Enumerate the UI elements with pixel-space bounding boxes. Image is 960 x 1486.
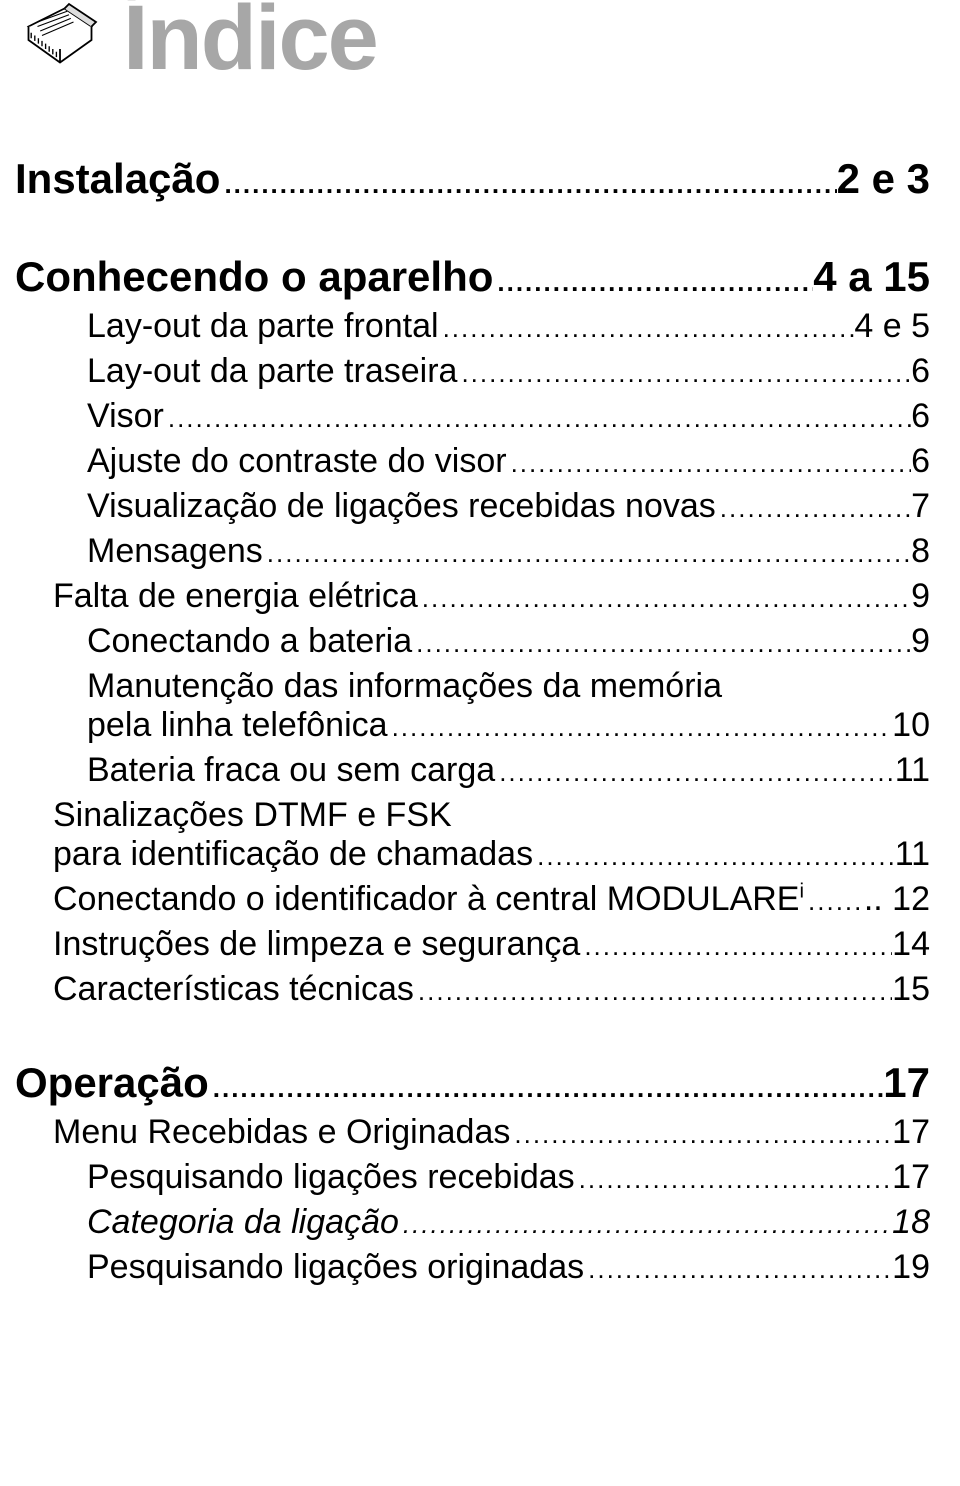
toc-page: 10 xyxy=(892,706,930,745)
toc-label: Instalação xyxy=(15,155,220,203)
toc-page: 7 xyxy=(911,487,930,526)
toc-label: Mensagens xyxy=(87,532,263,571)
toc-page: 17 xyxy=(892,1158,930,1197)
toc-leader-dots xyxy=(575,1164,893,1195)
toc-page: 18 xyxy=(892,1203,930,1242)
toc-page: 6 xyxy=(911,442,930,481)
toc-row: Lay-out da parte frontal 4 e 5 xyxy=(15,307,930,346)
toc-row: Lay-out da parte traseira 6 xyxy=(15,352,930,391)
toc-page: 6 xyxy=(911,397,930,436)
toc-row: Características técnicas 15 xyxy=(15,970,930,1009)
toc-leader-dots xyxy=(804,886,864,917)
toc-row: Menu Recebidas e Originadas 17 xyxy=(15,1113,930,1152)
toc-label: Lay-out da parte traseira xyxy=(87,352,457,391)
toc-leader-dots xyxy=(716,493,911,524)
toc-page: 6 xyxy=(911,352,930,391)
toc-label: Características técnicas xyxy=(53,970,414,1009)
toc-page: 8 xyxy=(911,532,930,571)
toc-row: Visualização de ligações recebidas novas… xyxy=(15,487,930,526)
toc-label: Pesquisando ligações originadas xyxy=(87,1248,584,1287)
toc-leader-dots xyxy=(533,841,895,872)
toc-page: 11 xyxy=(895,751,930,790)
toc-label-line1: Sinalizações DTMF e FSK xyxy=(15,796,930,835)
toc-label: Visualização de ligações recebidas novas xyxy=(87,487,716,526)
toc-page: .. 12 xyxy=(864,880,930,919)
toc-row: Instruções de limpeza e segurança 14 xyxy=(15,925,930,964)
toc-row: Categoria da ligação 18 xyxy=(15,1203,930,1242)
toc-label: Ajuste do contraste do visor xyxy=(87,442,507,481)
toc-row: Mensagens 8 xyxy=(15,532,930,571)
toc-row: para identificação de chamadas 11 xyxy=(15,835,930,874)
toc-leader-dots xyxy=(584,1254,892,1285)
page-header: Índice xyxy=(0,0,960,85)
toc-page: 4 e 5 xyxy=(854,307,930,346)
toc-page: 11 xyxy=(895,835,930,874)
toc-row: pela linha telefônica 10 xyxy=(15,706,930,745)
toc-label: Operação xyxy=(15,1059,209,1107)
toc-page: 14 xyxy=(892,925,930,964)
toc-row: Pesquisando ligações originadas 19 xyxy=(15,1248,930,1287)
toc-leader-dots xyxy=(507,448,912,479)
toc-leader-dots xyxy=(388,712,893,743)
toc-page: 2 e 3 xyxy=(837,155,930,203)
toc-row: Ajuste do contraste do visor 6 xyxy=(15,442,930,481)
page-title: Índice xyxy=(123,0,377,84)
toc-label: Lay-out da parte frontal xyxy=(87,307,439,346)
toc-label-line1: Manutenção das informações da memória xyxy=(15,667,930,706)
toc-row: Pesquisando ligações recebidas 17 xyxy=(15,1158,930,1197)
toc-row: Conectando o identificador à central MOD… xyxy=(15,880,930,919)
toc-leader-dots xyxy=(493,267,813,298)
toc-label: Instruções de limpeza e segurança xyxy=(53,925,580,964)
toc-label: Pesquisando ligações recebidas xyxy=(87,1158,575,1197)
toc-label: Conectando a bateria xyxy=(87,622,412,661)
toc-label: Categoria da ligação xyxy=(87,1203,399,1242)
toc-leader-dots xyxy=(209,1073,884,1104)
toc-row: Conectando a bateria 9 xyxy=(15,622,930,661)
toc-row: Bateria fraca ou sem carga 11 xyxy=(15,751,930,790)
toc-row: Operação 17 xyxy=(15,1059,930,1107)
toc-row: Visor 6 xyxy=(15,397,930,436)
toc-label: para identificação de chamadas xyxy=(53,835,533,874)
toc-leader-dots xyxy=(580,931,892,962)
book-icon xyxy=(15,0,105,85)
toc-leader-dots xyxy=(457,358,911,389)
toc-leader-dots xyxy=(399,1209,892,1240)
toc-content: Instalação 2 e 3 Conhecendo o aparelho 4 a … xyxy=(0,155,960,1287)
toc-label: Conectando o identificador à central MOD… xyxy=(53,880,804,919)
toc-label: Visor xyxy=(87,397,164,436)
toc-row: Conhecendo o aparelho 4 a 15 xyxy=(15,253,930,301)
toc-leader-dots xyxy=(510,1119,892,1150)
toc-page: 4 a 15 xyxy=(813,253,930,301)
toc-label: Falta de energia elétrica xyxy=(53,577,418,616)
toc-leader-dots xyxy=(418,583,911,614)
toc-page: 9 xyxy=(911,622,930,661)
toc-label: pela linha telefônica xyxy=(87,706,388,745)
toc-page: 17 xyxy=(883,1059,930,1107)
toc-label: Menu Recebidas e Originadas xyxy=(53,1113,510,1152)
toc-page: 15 xyxy=(892,970,930,1009)
toc-page: 19 xyxy=(892,1248,930,1287)
toc-label: Conhecendo o aparelho xyxy=(15,253,493,301)
toc-page: 9 xyxy=(911,577,930,616)
toc-leader-dots xyxy=(414,976,892,1007)
toc-label: Bateria fraca ou sem carga xyxy=(87,751,495,790)
toc-page: 17 xyxy=(892,1113,930,1152)
toc-row: Falta de energia elétrica 9 xyxy=(15,577,930,616)
toc-leader-dots xyxy=(412,628,911,659)
toc-leader-dots xyxy=(164,403,911,434)
toc-leader-dots xyxy=(263,538,911,569)
toc-leader-dots xyxy=(495,757,895,788)
toc-row: Instalação 2 e 3 xyxy=(15,155,930,203)
toc-leader-dots xyxy=(439,313,855,344)
toc-leader-dots xyxy=(220,169,836,200)
